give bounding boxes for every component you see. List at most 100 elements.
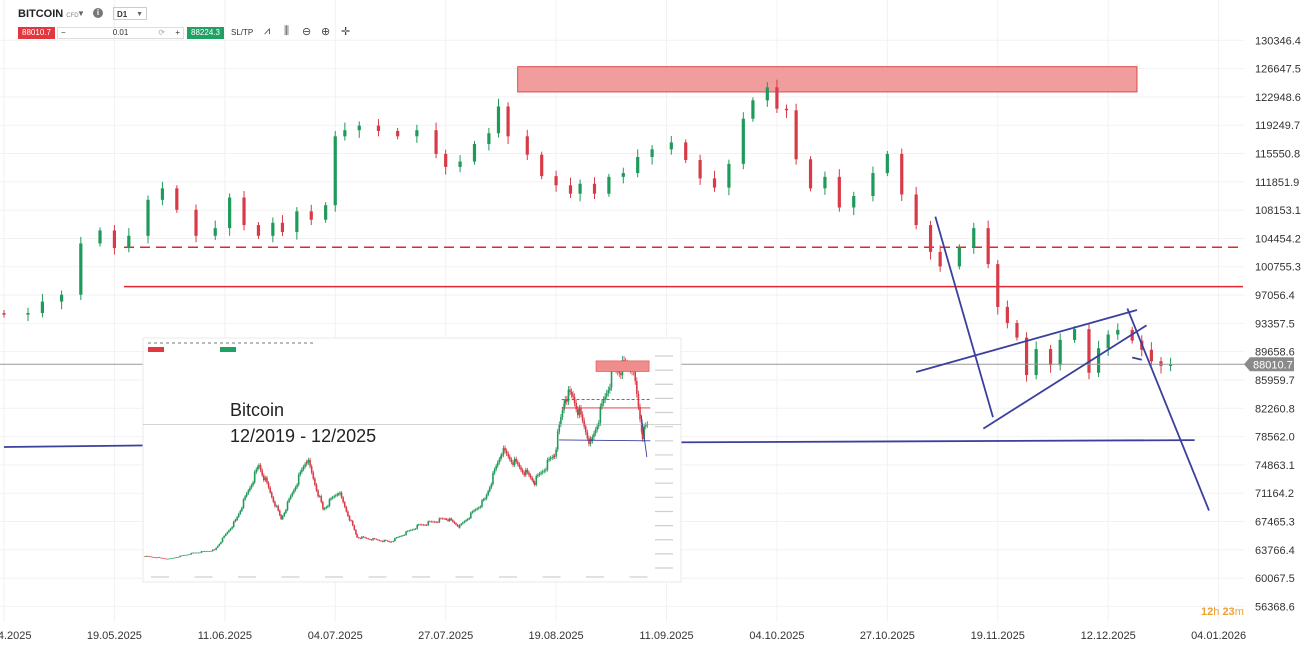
inset-candle-body — [479, 506, 482, 508]
inset-candle-body — [468, 518, 471, 520]
inset-sell-button — [148, 347, 164, 352]
inset-candle-body — [583, 420, 585, 427]
x-tick-label: 19.08.2025 — [529, 630, 584, 642]
inset-candle-body — [370, 539, 373, 541]
inset-candle-body — [636, 381, 638, 395]
inset-candle-body — [436, 522, 439, 523]
candle-body — [333, 136, 337, 206]
inset-candle-body — [373, 538, 376, 539]
inset-candle-body — [152, 556, 154, 558]
zoom-in-icon[interactable]: ⊕ — [321, 26, 331, 38]
candle-body — [1159, 361, 1163, 366]
inset-candle-body — [171, 558, 173, 559]
inset-candle-body — [512, 462, 514, 465]
inset-candle-body — [185, 554, 188, 556]
inset-candle-body — [301, 469, 303, 472]
inset-candle-body — [470, 512, 472, 519]
candle-body — [2, 313, 6, 315]
timeframe-select[interactable]: D1 ▼ — [113, 7, 147, 20]
inset-candle-body — [541, 471, 544, 473]
candle-body — [496, 106, 501, 134]
info-icon[interactable]: i — [93, 8, 103, 18]
inset-candle-body — [618, 371, 621, 374]
candle — [741, 112, 745, 170]
inset-candle-body — [172, 557, 175, 559]
candle — [928, 220, 933, 260]
candle-body — [458, 161, 462, 167]
inset-trend-line — [559, 439, 651, 442]
inset-candle-body — [184, 555, 186, 556]
candle-body — [98, 230, 102, 244]
x-tick-label: 04.10.2025 — [749, 630, 804, 642]
buy-price-button[interactable]: 88224.3 — [187, 27, 224, 39]
candle — [343, 122, 347, 141]
inset-candle-body — [433, 521, 436, 523]
candle-body — [506, 106, 510, 137]
x-tick-label: 27.07.2025 — [418, 630, 473, 642]
inset-candle-body — [425, 524, 428, 526]
line-chart-icon[interactable]: ⩘ — [264, 25, 271, 37]
wedge-upper-line — [915, 309, 1138, 373]
candle — [458, 155, 462, 173]
inset-candle-body — [531, 477, 533, 481]
crosshair-icon[interactable]: ✛ — [341, 26, 351, 38]
decrease-button[interactable]: − — [61, 28, 66, 37]
inset-candle-body — [435, 521, 437, 523]
quantity-stepper[interactable]: − 0.01 ⟳ + — [57, 27, 184, 39]
inset-candle-body — [179, 555, 181, 558]
inset-candle-body — [578, 408, 581, 416]
inset-candle-body — [492, 473, 494, 485]
inset-candle-body — [584, 426, 587, 433]
inset-candle-body — [607, 390, 610, 394]
inset-candle-body — [515, 458, 518, 462]
inset-candle-body — [278, 510, 281, 516]
inset-candle-body — [158, 557, 161, 558]
candle — [357, 121, 361, 138]
sell-price-button[interactable]: 88010.7 — [18, 27, 55, 39]
candle-body — [40, 301, 45, 314]
candle-body — [1058, 339, 1062, 366]
quantity-value[interactable]: 0.01 — [112, 28, 129, 37]
inset-candle-body — [637, 394, 640, 407]
inset-candle-body — [484, 498, 486, 500]
candle-body — [324, 205, 328, 220]
zoom-out-icon[interactable]: ⊖ — [302, 26, 312, 38]
inset-candle-body — [421, 524, 423, 526]
inset-candle-body — [389, 541, 391, 543]
candle-body — [525, 136, 529, 155]
increase-button[interactable]: + — [175, 28, 180, 37]
inset-candle-body — [422, 524, 425, 526]
inset-candle-body — [226, 532, 229, 535]
inset-candle-body — [331, 497, 334, 499]
candle-body — [1015, 323, 1019, 338]
inset-candle-body — [261, 470, 263, 476]
inset-candle-body — [380, 540, 382, 542]
inset-candle-body — [350, 520, 352, 522]
candle-body — [650, 149, 654, 157]
sltp-button[interactable]: SL/TP — [231, 28, 254, 37]
candle-body — [228, 197, 232, 229]
inset-candle-body — [220, 542, 222, 544]
resistance-zone — [517, 66, 1138, 93]
inset-candle-body — [430, 521, 433, 523]
inset-candle-body — [236, 516, 238, 521]
chevron-down-icon[interactable]: ▼ — [77, 9, 85, 18]
y-tick-label: 56368.6 — [1255, 601, 1295, 613]
inset-candle-body — [456, 524, 459, 527]
candle — [1048, 344, 1053, 373]
inset-candle-body — [144, 556, 146, 557]
symbol-label[interactable]: BITCOIN CFD — [18, 8, 79, 20]
inset-candle-body — [200, 551, 203, 553]
refresh-icon[interactable]: ⟳ — [158, 28, 165, 37]
candle-body — [79, 243, 83, 295]
candle-body — [415, 130, 419, 137]
inset-candle-body — [641, 431, 644, 440]
inset-candle-body — [438, 518, 441, 523]
inset-candle-body — [192, 552, 195, 554]
inset-candle-body — [537, 474, 539, 477]
indicators-icon[interactable]: ⫼ — [284, 25, 290, 37]
inset-candle-body — [591, 437, 594, 442]
candle-body — [343, 130, 347, 137]
inset-candle-body — [339, 492, 341, 495]
